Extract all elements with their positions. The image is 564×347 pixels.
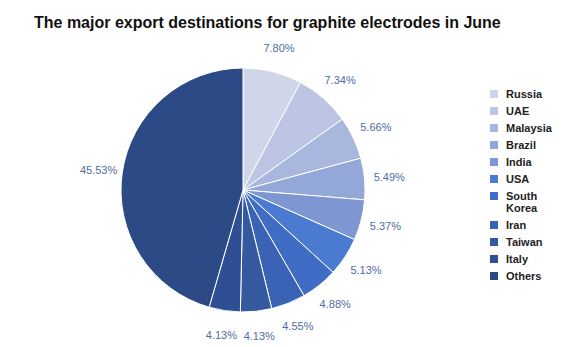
html-text:Italy: Italy	[506, 253, 528, 265]
html-text:Malaysia: Malaysia	[506, 122, 552, 134]
html-text:Russia: Russia	[506, 88, 543, 100]
html-text:South Korea: South Korea	[506, 190, 538, 214]
svg-text:5.37%: 5.37%	[370, 220, 401, 232]
svg-text:4.55%: 4.55%	[282, 320, 313, 332]
svg-text:4.13%: 4.13%	[206, 329, 237, 341]
svg-text:4.88%: 4.88%	[320, 298, 351, 310]
svg-text:4.13%: 4.13%	[244, 330, 275, 342]
html-text:Brazil: Brazil	[506, 139, 536, 151]
svg-text:7.34%: 7.34%	[324, 74, 355, 86]
svg-text:5.13%: 5.13%	[350, 264, 381, 276]
svg-text:5.49%: 5.49%	[374, 171, 405, 183]
html-text:UAE: UAE	[506, 105, 530, 117]
html-text:India: India	[506, 156, 532, 168]
svg-text:45.53%: 45.53%	[80, 164, 118, 176]
html-text:Taiwan: Taiwan	[506, 236, 543, 248]
svg-text:7.80%: 7.80%	[263, 42, 294, 54]
html-text:The major export destinations: The major export destinations for graphi…	[34, 14, 501, 31]
html-text:USA: USA	[506, 173, 530, 185]
html-text:Others: Others	[506, 270, 542, 282]
svg-text:5.66%: 5.66%	[360, 121, 391, 133]
html-text:Iran: Iran	[506, 219, 527, 231]
